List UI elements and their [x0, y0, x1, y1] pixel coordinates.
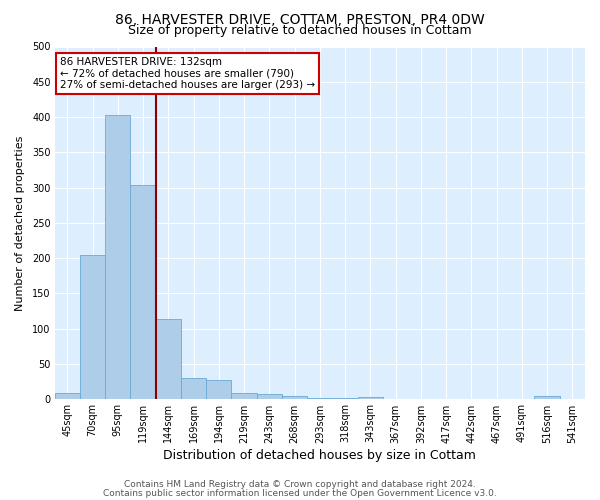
Bar [535, 396, 560, 399]
Text: Size of property relative to detached houses in Cottam: Size of property relative to detached ho… [128, 24, 472, 37]
Bar [181, 378, 206, 399]
Bar [282, 396, 307, 399]
Bar [206, 380, 232, 399]
Y-axis label: Number of detached properties: Number of detached properties [15, 135, 25, 310]
Bar [130, 186, 156, 399]
Text: 86 HARVESTER DRIVE: 132sqm
← 72% of detached houses are smaller (790)
27% of sem: 86 HARVESTER DRIVE: 132sqm ← 72% of deta… [60, 57, 315, 90]
Bar [358, 397, 383, 399]
Bar [332, 398, 358, 399]
Text: 86, HARVESTER DRIVE, COTTAM, PRESTON, PR4 0DW: 86, HARVESTER DRIVE, COTTAM, PRESTON, PR… [115, 12, 485, 26]
Bar [232, 393, 257, 399]
Bar [105, 115, 130, 399]
Text: Contains public sector information licensed under the Open Government Licence v3: Contains public sector information licen… [103, 488, 497, 498]
Bar [80, 256, 105, 399]
Bar [257, 394, 282, 399]
Bar [307, 398, 332, 399]
Text: Contains HM Land Registry data © Crown copyright and database right 2024.: Contains HM Land Registry data © Crown c… [124, 480, 476, 489]
Bar [55, 394, 80, 399]
X-axis label: Distribution of detached houses by size in Cottam: Distribution of detached houses by size … [163, 450, 476, 462]
Bar [156, 320, 181, 399]
